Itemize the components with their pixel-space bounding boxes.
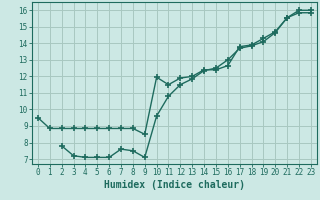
X-axis label: Humidex (Indice chaleur): Humidex (Indice chaleur) — [104, 180, 245, 190]
